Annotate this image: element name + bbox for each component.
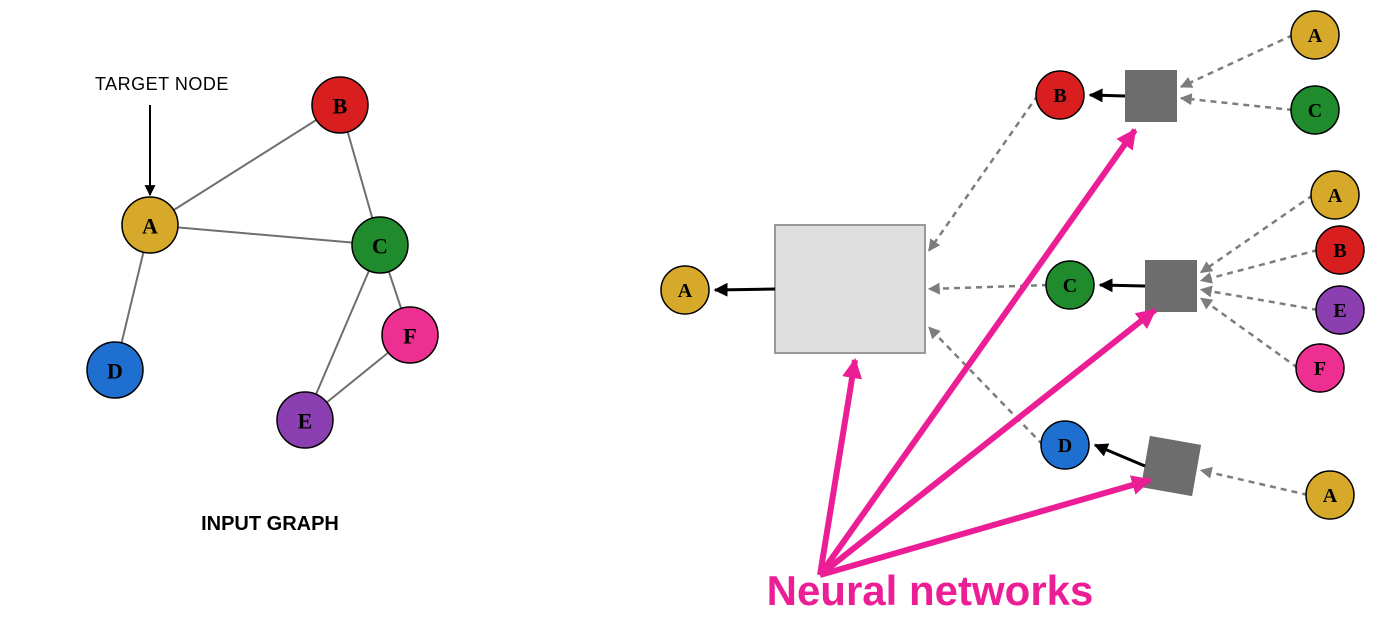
svg-text:C: C <box>372 234 388 259</box>
graph-node-B: B <box>1036 71 1084 119</box>
svg-text:C: C <box>1308 100 1322 122</box>
graph-edge <box>150 105 340 225</box>
graph-node-F: F <box>382 307 438 363</box>
graph-node-B: B <box>312 77 368 133</box>
graph-node-C: C <box>352 217 408 273</box>
target-node-label: TARGET NODE <box>95 74 229 94</box>
neural-networks-label: Neural networks <box>767 567 1094 614</box>
dashed-leaf-arrow <box>1201 195 1313 272</box>
dashed-leaf-arrow <box>1201 290 1318 310</box>
graph-node-B: B <box>1316 226 1364 274</box>
graph-node-A: A <box>1311 171 1359 219</box>
dashed-leaf-arrow <box>1201 298 1298 368</box>
arrow-to-result <box>715 289 775 290</box>
arrow-box-to-B <box>1090 95 1125 96</box>
graph-node-A: A <box>1291 11 1339 59</box>
svg-text:B: B <box>333 94 348 119</box>
svg-text:D: D <box>1058 435 1072 457</box>
svg-text:E: E <box>298 409 313 434</box>
svg-text:A: A <box>1308 25 1323 47</box>
aggregator-box_D <box>1141 436 1201 496</box>
svg-text:A: A <box>1323 485 1338 507</box>
graph-edge <box>150 225 380 245</box>
graph-node-A: A <box>661 266 709 314</box>
graph-node-D: D <box>1041 421 1089 469</box>
svg-text:A: A <box>678 280 693 302</box>
graph-node-C: C <box>1291 86 1339 134</box>
arrow-box-to-D <box>1095 445 1145 466</box>
dashed-leaf-arrow <box>1181 98 1293 110</box>
dashed-leaf-arrow <box>1201 250 1318 281</box>
graph-node-D: D <box>87 342 143 398</box>
svg-text:A: A <box>142 214 158 239</box>
graph-node-E: E <box>277 392 333 448</box>
dashed-leaf-arrow <box>1181 35 1293 87</box>
svg-text:F: F <box>1314 358 1326 380</box>
graph-node-C: C <box>1046 261 1094 309</box>
svg-text:A: A <box>1328 185 1343 207</box>
nn-arrow-0 <box>820 360 855 575</box>
nn-arrow-3 <box>820 480 1150 575</box>
dashed-mid-arrow-B <box>929 95 1038 251</box>
aggregator-box_C <box>1145 260 1197 312</box>
dashed-mid-arrow-C <box>929 285 1048 289</box>
arrow-box-to-C <box>1100 285 1145 286</box>
graph-node-E: E <box>1316 286 1364 334</box>
svg-text:D: D <box>107 359 123 384</box>
graph-node-A: A <box>122 197 178 253</box>
svg-text:C: C <box>1063 275 1077 297</box>
svg-text:B: B <box>1053 85 1066 107</box>
aggregator-box-main <box>775 225 925 353</box>
svg-text:F: F <box>403 324 416 349</box>
aggregator-box_B <box>1125 70 1177 122</box>
graph-node-F: F <box>1296 344 1344 392</box>
graph-node-A: A <box>1306 471 1354 519</box>
svg-text:B: B <box>1333 240 1346 262</box>
dashed-leaf-arrow <box>1201 470 1308 495</box>
input-graph-caption: INPUT GRAPH <box>201 513 339 535</box>
svg-text:E: E <box>1333 300 1346 322</box>
